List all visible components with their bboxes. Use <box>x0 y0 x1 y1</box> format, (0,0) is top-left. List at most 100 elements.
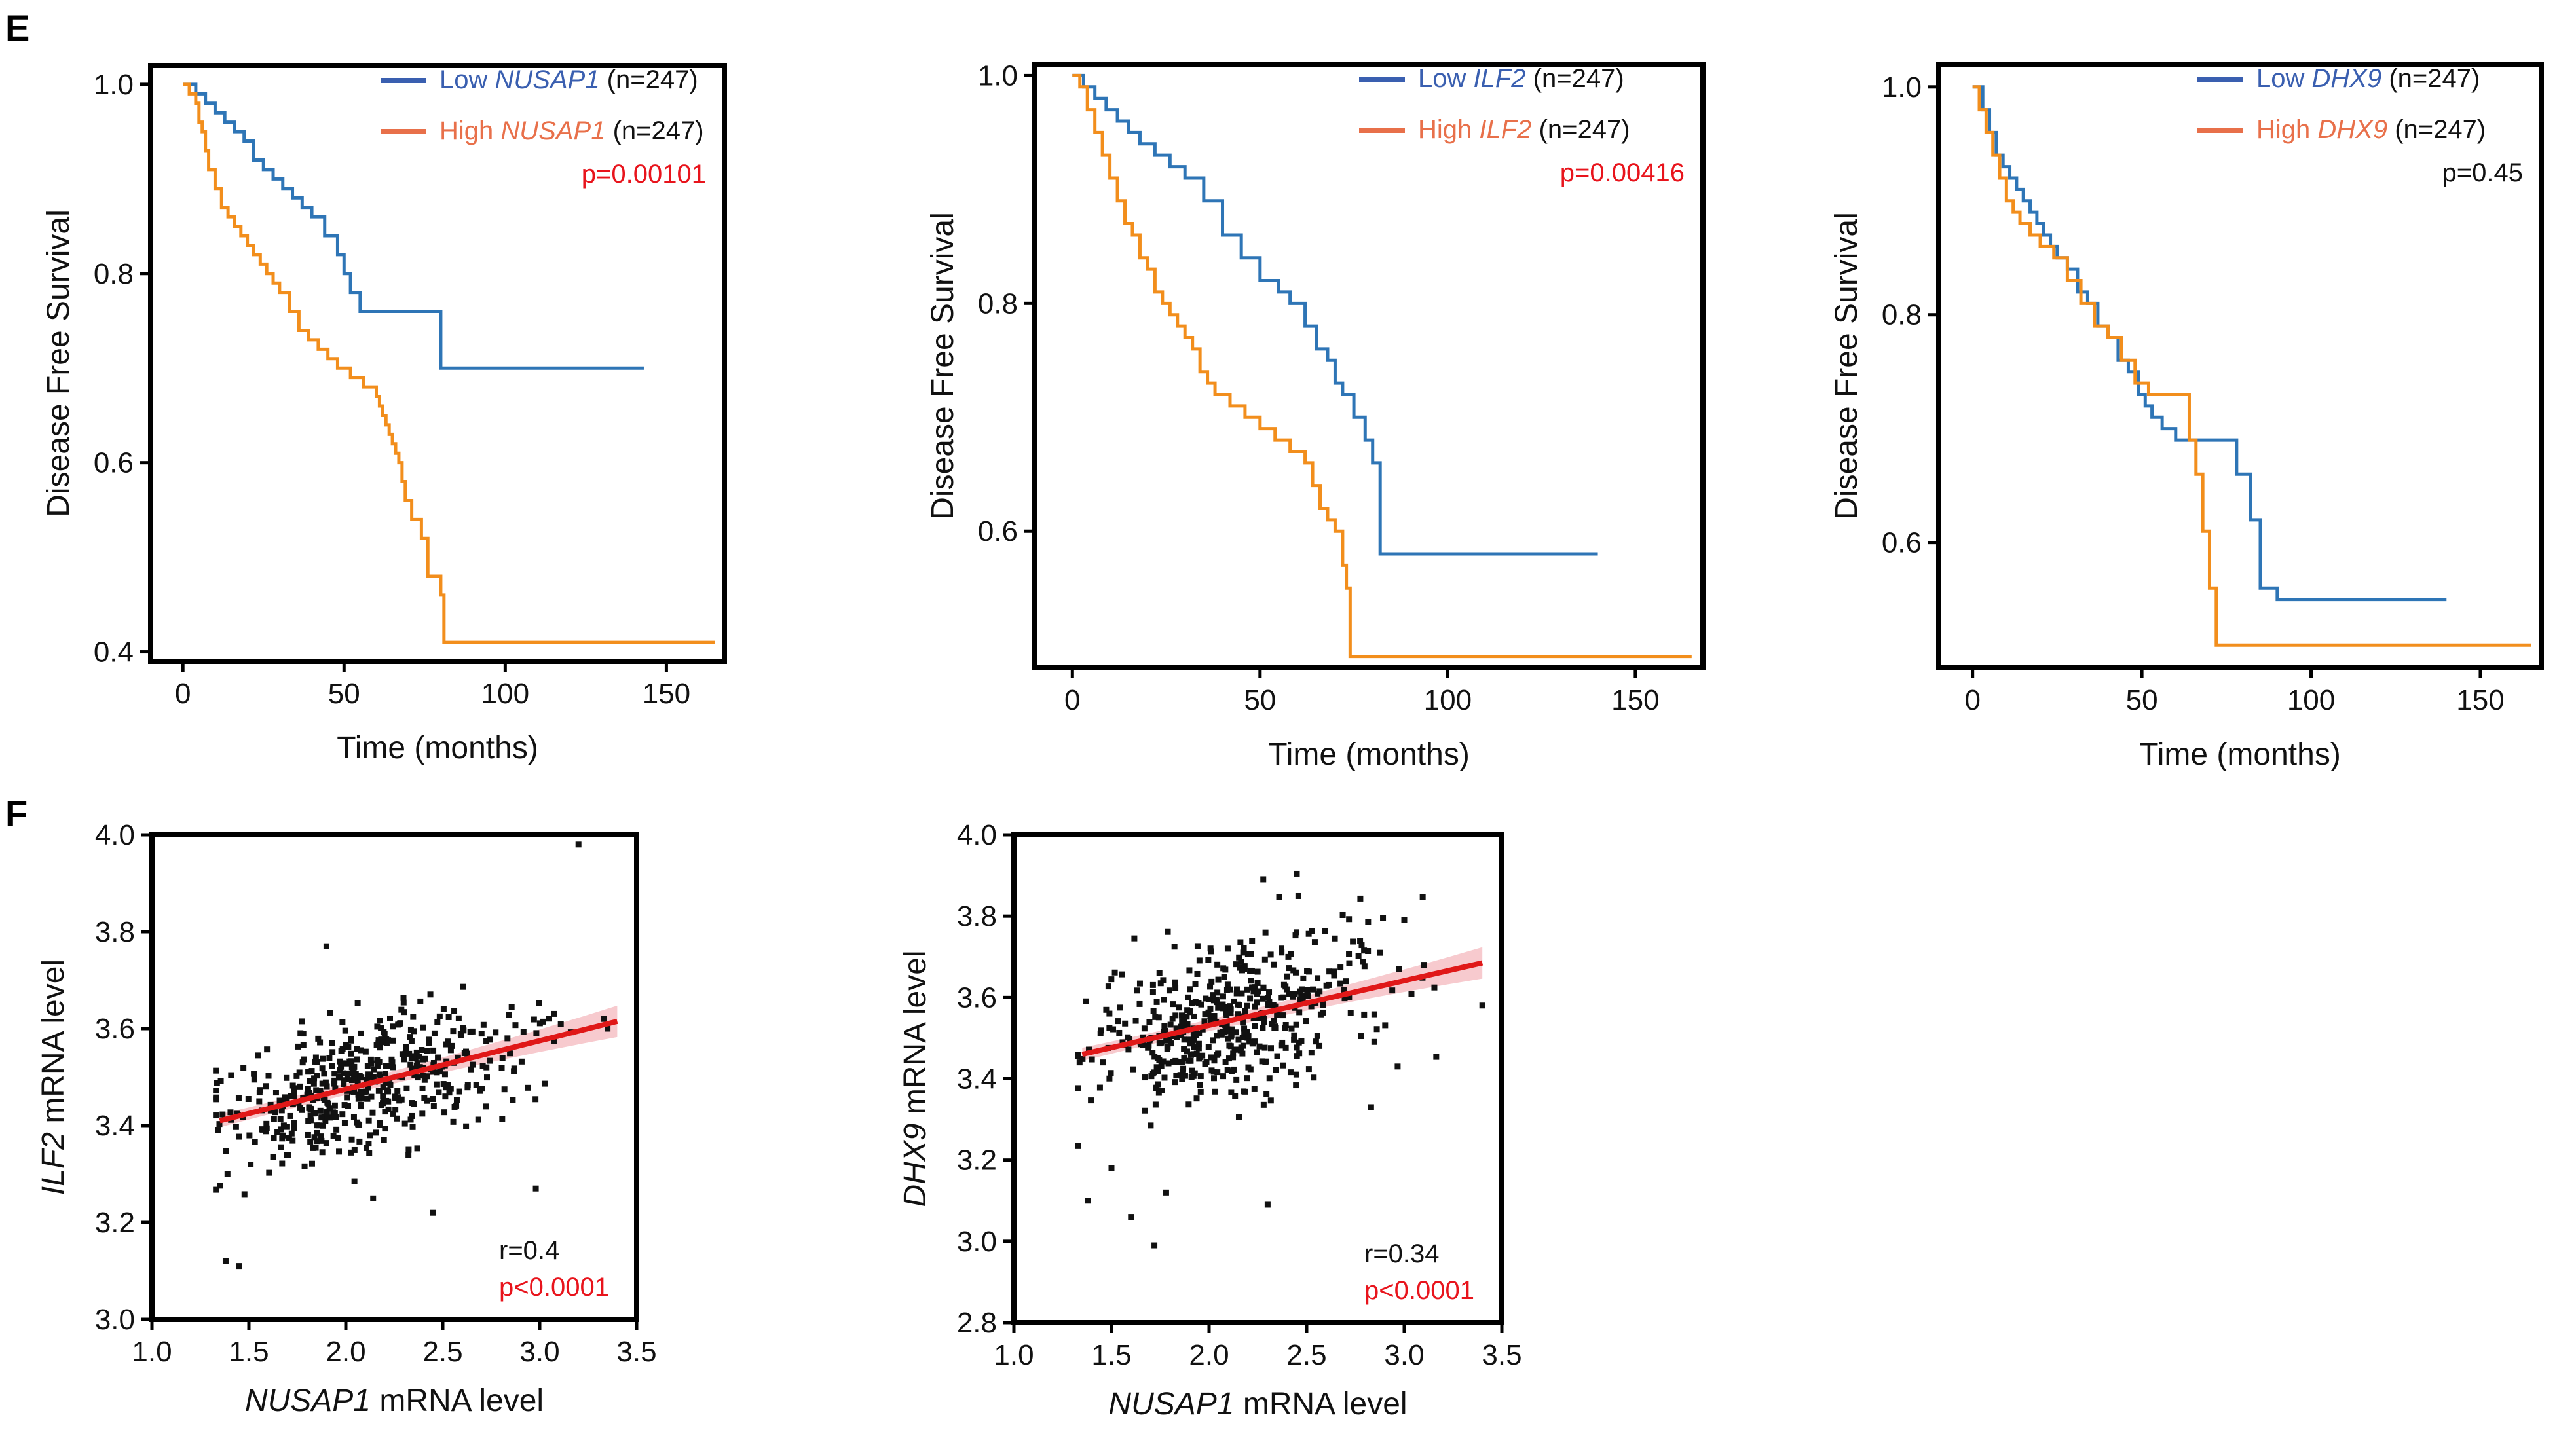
scatter-point <box>345 1103 352 1109</box>
scatter-point <box>1178 1032 1185 1038</box>
scatter-point <box>1293 1071 1299 1078</box>
scatter-point <box>278 1126 284 1133</box>
scatter-point <box>351 1074 358 1080</box>
scatter-point <box>329 1040 335 1046</box>
scatter-point <box>310 1145 316 1151</box>
plot-frame <box>149 832 639 1322</box>
scatter-point <box>339 1111 346 1118</box>
scatter-point <box>223 1148 229 1154</box>
scatter-point <box>1191 1036 1197 1043</box>
scatter-point <box>506 1012 512 1018</box>
scatter-point <box>1225 1055 1232 1062</box>
scatter-point <box>367 1132 373 1139</box>
scatter-point <box>323 1140 329 1146</box>
scatter-point <box>1365 919 1372 925</box>
scatter-point <box>1197 1082 1203 1088</box>
scatter-point <box>1239 990 1245 997</box>
scatter-point <box>1079 1055 1086 1062</box>
scatter-point <box>400 995 407 1001</box>
scatter-point <box>1156 1040 1163 1047</box>
scatter-point <box>354 1074 361 1081</box>
scatter-point <box>271 1135 277 1141</box>
scatter-point <box>1241 945 1247 951</box>
x-tick-label: 1.0 <box>994 1339 1034 1371</box>
scatter-point <box>1215 1050 1222 1057</box>
scatter-point <box>601 1016 607 1022</box>
y-tick-label: 1.0 <box>1882 71 1922 103</box>
scatter-point <box>351 1063 358 1070</box>
scatter-point <box>296 1069 303 1076</box>
scatter-point <box>1203 995 1209 1002</box>
scatter-point <box>329 1063 335 1069</box>
scatter-point <box>1278 995 1284 1001</box>
scatter-point <box>354 1056 360 1063</box>
scatter-point <box>362 1048 369 1055</box>
scatter-point <box>1214 989 1221 996</box>
scatter-point <box>441 1109 448 1116</box>
scatter-point <box>1479 1002 1485 1009</box>
r-value-label: r=0.34 <box>1364 1239 1440 1268</box>
scatter-points <box>1075 870 1485 1249</box>
scatter-point <box>385 1106 392 1112</box>
x-tick-label: 3.5 <box>1482 1339 1521 1371</box>
scatter-point <box>1358 1033 1364 1040</box>
scatter-point <box>1259 1058 1265 1065</box>
scatter-point <box>546 1016 552 1022</box>
scatter-point <box>1198 1001 1204 1008</box>
scatter-point <box>1187 1040 1193 1047</box>
scatter-point <box>1115 1018 1121 1025</box>
scatter-point <box>316 1122 323 1129</box>
scatter-point <box>386 1015 393 1021</box>
scatter-point <box>504 1035 511 1042</box>
scatter-point <box>464 1050 470 1057</box>
scatter-point <box>1292 932 1299 939</box>
scatter-point <box>331 1071 338 1077</box>
scatter-point <box>536 1000 542 1006</box>
scatter-point <box>1171 944 1178 950</box>
y-tick-label: 4.0 <box>95 819 135 851</box>
scatter-point <box>1116 1029 1123 1036</box>
panel-label-e: E <box>5 7 29 48</box>
scatter-point <box>487 1057 493 1064</box>
scatter-point <box>1260 984 1267 991</box>
scatter-point <box>280 1122 287 1129</box>
scatter-point <box>1326 968 1333 975</box>
scatter-point <box>326 1055 333 1061</box>
scatter-point <box>1227 1006 1234 1013</box>
scatter-point <box>401 1056 407 1063</box>
scatter-point <box>1339 911 1346 918</box>
scatter-point <box>1357 895 1364 902</box>
scatter-point <box>419 1085 426 1091</box>
scatter-point <box>1394 1063 1401 1070</box>
scatter-point <box>396 1097 403 1104</box>
scatter-point <box>1285 953 1292 960</box>
scatter-point <box>473 1082 479 1088</box>
scatter-point <box>1207 983 1214 990</box>
scatter-point <box>343 1060 350 1067</box>
scatter-point <box>1220 965 1227 972</box>
scatter-point <box>1210 1075 1217 1082</box>
scatter-point <box>370 1074 377 1080</box>
y-tick-label: 3.8 <box>957 900 997 932</box>
scatter-point <box>375 1059 382 1066</box>
y-tick-label: 3.2 <box>95 1207 135 1239</box>
scatter-point <box>1231 998 1237 1004</box>
scatter-point <box>1252 1023 1258 1029</box>
scatter-point <box>536 1020 543 1027</box>
scatter-point <box>324 1083 330 1090</box>
scatter-point <box>1433 1054 1440 1060</box>
scatter-point <box>400 999 407 1006</box>
scatter-point <box>295 1043 301 1050</box>
scatter-point <box>284 1074 290 1081</box>
scatter-point <box>1305 968 1312 975</box>
scatter-point <box>364 1074 371 1081</box>
scatter-point <box>414 1060 420 1067</box>
scatter-point <box>1382 1022 1389 1029</box>
y-tick-label: 0.8 <box>978 287 1018 320</box>
scatter-point <box>1247 967 1254 974</box>
scatter-point <box>1085 1198 1091 1204</box>
y-tick-label: 0.4 <box>94 636 134 669</box>
scatter-point <box>301 1163 308 1169</box>
scatter-point <box>508 1004 515 1010</box>
